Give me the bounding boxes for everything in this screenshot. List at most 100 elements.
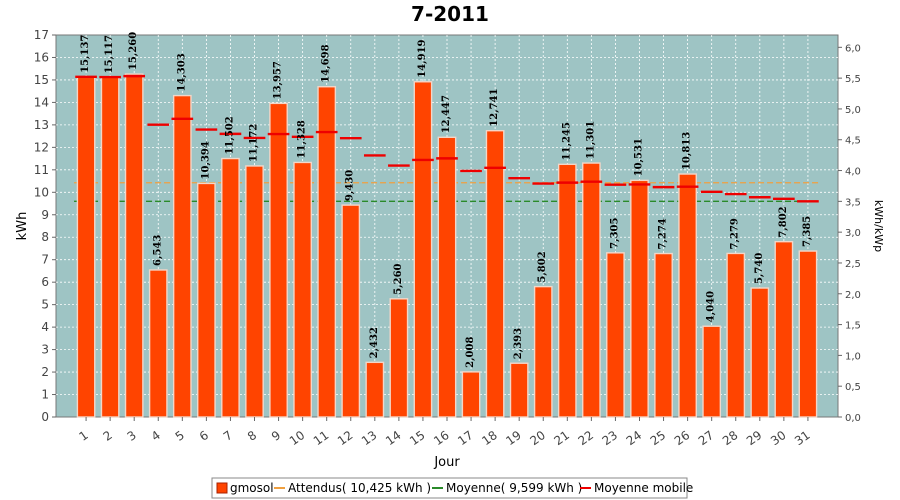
data-label-day-10: 11,328: [297, 120, 308, 158]
x-tick-label-18: 18: [479, 428, 500, 448]
x-tick-label-21: 21: [551, 428, 572, 448]
data-label-day-18: 12,741: [489, 88, 500, 126]
bar-day-15: [413, 81, 433, 418]
x-tick-label-17: 17: [455, 428, 476, 448]
bar-day-23: [606, 252, 625, 418]
x-tick-label-1: 1: [77, 428, 91, 444]
chart-title: 7-2011: [411, 2, 489, 26]
legend-label-moyenne-mobile: Moyenne mobile: [594, 481, 693, 495]
bar-day-17: [461, 371, 481, 418]
bar-day-16: [437, 136, 457, 418]
x-tick-label-4: 4: [149, 428, 163, 444]
y-axis-right-ticks: 0,0 0,5 1,0 1,5 2,0 2,5 3,0 3,5 4,0 4,5 5,0 5,5 6,0: [838, 43, 861, 424]
bar-day-10: [293, 161, 312, 418]
y-right-tick-label-5: 2,5: [845, 259, 861, 270]
data-label-day-20: 5,802: [537, 251, 548, 282]
data-label-day-16: 12,447: [441, 95, 452, 133]
x-tick-label-5: 5: [173, 428, 187, 444]
x-axis-label: Jour: [433, 455, 460, 470]
bar-day-19: [509, 362, 529, 418]
data-label-day-13: 2,432: [369, 327, 380, 358]
data-label-day-4: 6,543: [152, 235, 163, 266]
data-label-day-11: 14,698: [321, 44, 332, 82]
x-tick-label-23: 23: [600, 428, 621, 448]
data-label-day-8: 11,172: [249, 124, 260, 162]
data-label-day-22: 11,301: [585, 121, 596, 159]
x-tick-label-26: 26: [672, 428, 693, 448]
y-tick-label-13: 13: [34, 118, 49, 132]
x-axis-ticks: 1 2 3 4 5 6 7 8 9 10 11 12 13 14 15 16 17 18 19 20 21 22 23 24 2…: [77, 417, 813, 448]
bar-day-18: [485, 130, 505, 418]
bar-day-31: [798, 250, 818, 418]
y-tick-label-15: 15: [34, 73, 49, 87]
bar-day-6: [197, 182, 216, 418]
x-tick-label-13: 13: [359, 428, 380, 448]
data-label-day-6: 10,394: [200, 141, 211, 179]
x-tick-label-22: 22: [576, 428, 597, 448]
y-tick-label-0: 0: [41, 410, 49, 424]
y-tick-label-12: 12: [34, 140, 49, 154]
x-tick-label-20: 20: [527, 428, 548, 448]
data-label-day-1: 15,137: [80, 35, 91, 73]
bar-day-5: [172, 94, 192, 418]
x-tick-label-30: 30: [768, 428, 789, 448]
x-tick-label-8: 8: [245, 428, 259, 444]
bar-day-8: [245, 165, 264, 418]
data-label-day-2: 15,117: [104, 35, 115, 73]
data-label-day-21: 11,245: [561, 122, 572, 160]
y-tick-label-7: 7: [41, 253, 49, 267]
legend: gmosol Attendus( 10,425 kWh ) Moyenne( 9…: [211, 477, 693, 499]
y-tick-label-2: 2: [41, 365, 49, 379]
bar-day-29: [750, 287, 770, 418]
x-tick-label-7: 7: [221, 428, 235, 444]
y-tick-label-14: 14: [34, 95, 49, 109]
x-tick-label-3: 3: [125, 428, 139, 444]
data-label-day-14: 5,260: [393, 263, 404, 294]
x-tick-label-12: 12: [335, 428, 356, 448]
y-tick-label-3: 3: [41, 343, 49, 357]
x-tick-label-14: 14: [383, 428, 404, 448]
x-tick-label-24: 24: [624, 428, 645, 448]
bar-day-24: [630, 179, 649, 418]
legend-label-gmosol: gmosol: [230, 481, 274, 495]
x-tick-label-28: 28: [720, 428, 741, 448]
data-label-day-27: 4,040: [706, 291, 717, 322]
y-tick-label-6: 6: [41, 275, 49, 289]
y-right-tick-label-9: 4,5: [845, 136, 861, 147]
legend-label-moyenne: Moyenne( 9,599 kWh ): [446, 481, 582, 495]
y-right-tick-label-2: 1,0: [845, 351, 861, 362]
bars: [76, 73, 818, 418]
bar-day-20: [533, 285, 553, 418]
y-right-tick-label-7: 3,5: [845, 197, 861, 208]
bar-day-12: [341, 204, 361, 418]
y-tick-label-16: 16: [34, 50, 49, 64]
x-tick-label-2: 2: [101, 428, 115, 444]
y-axis-right-label: kWh/kWp: [872, 200, 885, 252]
x-tick-label-29: 29: [744, 428, 765, 448]
bar-day-13: [365, 361, 385, 418]
data-label-day-3: 15,260: [128, 32, 139, 70]
y-tick-label-4: 4: [41, 320, 49, 334]
x-tick-label-31: 31: [792, 428, 813, 448]
y-right-tick-label-6: 3,0: [845, 228, 861, 239]
y-right-tick-label-8: 4,0: [845, 167, 861, 178]
data-label-day-25: 7,274: [658, 218, 669, 249]
data-label-day-7: 11,502: [224, 116, 235, 154]
data-label-day-31: 7,385: [802, 216, 813, 247]
y-tick-label-1: 1: [41, 388, 49, 402]
bar-day-1: [76, 76, 96, 418]
x-tick-label-15: 15: [407, 428, 428, 448]
y-right-tick-label-0: 0,0: [845, 413, 861, 424]
x-tick-label-10: 10: [287, 428, 308, 448]
data-label-day-30: 7,802: [778, 206, 789, 237]
bar-day-28: [726, 252, 746, 418]
x-tick-label-9: 9: [269, 428, 283, 444]
bar-day-11: [317, 86, 337, 418]
x-tick-label-27: 27: [696, 428, 717, 448]
bar-day-25: [654, 252, 673, 418]
y-axis-label: kWh: [15, 212, 30, 241]
x-tick-label-19: 19: [503, 428, 524, 448]
y-tick-label-9: 9: [41, 208, 49, 222]
data-label-day-9: 13,957: [273, 61, 284, 99]
